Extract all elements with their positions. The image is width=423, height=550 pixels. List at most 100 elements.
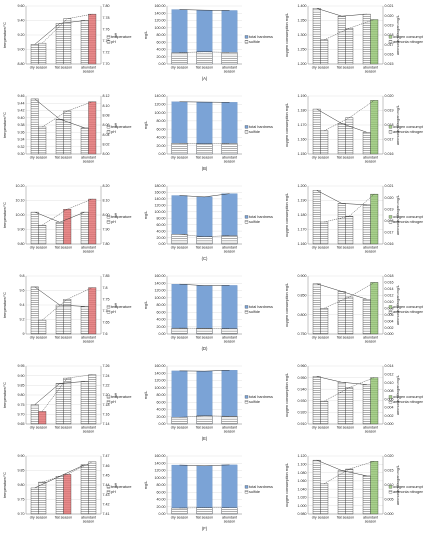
x-tick-label: season xyxy=(83,250,95,254)
x-tick-label: abundant xyxy=(363,426,378,430)
bar-pH xyxy=(88,101,97,155)
y-tick-label: 1.100 xyxy=(298,462,307,466)
line-pH xyxy=(42,13,93,44)
legend-swatch xyxy=(106,400,111,404)
legend-swatch xyxy=(106,485,111,489)
y-tick-label: 1.160 xyxy=(298,242,307,246)
x-tick-label: dry season xyxy=(312,156,330,160)
y-axis-label: temperature/°C xyxy=(3,112,7,138)
y2-tick-label: 0.000 xyxy=(385,512,394,516)
y-tick-label: 1.190 xyxy=(298,94,307,98)
bar-ammonia-nitrogen xyxy=(370,377,379,425)
panel-label: (E) xyxy=(202,436,208,441)
bar-pH xyxy=(38,224,47,245)
bar-pH xyxy=(38,42,47,65)
y-tick-label: 160.00 xyxy=(155,191,166,195)
y-tick-label: 180.00 xyxy=(155,184,166,188)
chart-b-hardness-sulfide: 0.00 20.00 40.00 60.00 80.00 100.00 120.00 140.… xyxy=(144,94,273,171)
y2-tick-label: 0.006 xyxy=(385,397,394,401)
panel-label: (B) xyxy=(202,166,208,171)
bar-ammonia-nitrogen xyxy=(345,387,354,425)
x-tick-label: dry season xyxy=(30,246,48,250)
chart-e-temperature-pH: 9.65 9.70 9.75 9.80 9.85 9.90 9.95 7.14 7.16 7.18… xyxy=(3,364,131,433)
x-tick-label: flat season xyxy=(337,516,354,520)
line-total-hardness xyxy=(179,464,230,467)
y-tick-label: 9.80 xyxy=(18,483,25,487)
bar-pH xyxy=(88,198,97,245)
y2-axis-label: pH xyxy=(114,482,118,487)
y-tick-label: 9.80 xyxy=(18,393,25,397)
y2-tick-label: 0.016 xyxy=(385,281,394,285)
y-tick-label: 9.85 xyxy=(18,384,25,388)
bar-sulfide xyxy=(221,235,238,245)
bar-pH xyxy=(63,474,72,515)
y-axis-label: oxygen consumption mg/L xyxy=(285,103,289,147)
bar-ammonia-nitrogen xyxy=(345,117,354,155)
bar-temperature xyxy=(80,211,89,245)
legend-swatch xyxy=(106,220,111,224)
x-tick-label: season xyxy=(365,250,377,254)
y2-tick-label: 7.26 xyxy=(103,364,110,368)
bar-sulfide xyxy=(221,507,238,515)
y2-tick-label: 0.016 xyxy=(385,242,394,246)
chart-a-temperature-pH: 8.80 9.00 9.20 9.40 9.60 7.70 7.72 7.74 7.76 7.78… xyxy=(3,4,131,73)
x-tick-label: season xyxy=(83,70,95,74)
y-tick-label: 9.90 xyxy=(18,374,25,378)
y2-tick-label: 7.76 xyxy=(103,27,110,31)
legend-label: sulfide xyxy=(249,40,260,44)
bar-ammonia-nitrogen xyxy=(370,282,379,335)
bar-sulfide xyxy=(196,143,213,155)
bar-ammonia-nitrogen xyxy=(370,19,379,65)
y2-tick-label: 7.85 xyxy=(103,274,110,278)
line-sulfide xyxy=(179,51,230,53)
legend-swatch xyxy=(106,125,111,129)
x-tick-label: flat season xyxy=(337,246,354,250)
legend-label: pH xyxy=(111,130,116,134)
y-tick-label: 20.00 xyxy=(157,415,166,419)
bar-temperature xyxy=(30,487,39,515)
y-tick-label: 9.90 xyxy=(18,228,25,232)
x-tick-label: flat season xyxy=(55,426,72,430)
bar-ammonia-nitrogen xyxy=(320,130,329,155)
legend-label: total hardness xyxy=(249,395,273,399)
y-tick-label: 140.00 xyxy=(155,281,166,285)
y2-tick-label: 0.002 xyxy=(385,326,394,330)
legend-swatch xyxy=(388,220,393,224)
legend-swatch xyxy=(106,395,111,399)
bar-temperature xyxy=(55,23,64,65)
line-temperature xyxy=(34,98,85,129)
bar-temperature xyxy=(80,306,89,335)
y-axis-label: temperature/°C xyxy=(3,22,7,48)
y2-tick-label: 7.74 xyxy=(103,39,110,43)
x-tick-label: flat season xyxy=(55,156,72,160)
bar-temperature xyxy=(55,222,64,245)
y-tick-label: 0.00 xyxy=(159,422,166,426)
x-tick-label: dry season xyxy=(171,156,189,160)
line-total-hardness xyxy=(179,193,230,198)
y2-axis-label: pH xyxy=(114,32,118,37)
legend-swatch xyxy=(106,130,111,134)
y2-tick-label: 7.16 xyxy=(103,413,110,417)
y2-tick-label: 0.019 xyxy=(385,207,394,211)
y2-tick-label: 8.00 xyxy=(103,213,110,217)
legend-swatch xyxy=(388,130,393,134)
y-tick-label: 1.170 xyxy=(298,123,307,127)
bar-pH xyxy=(38,319,47,335)
bar-pH xyxy=(88,287,97,335)
bar-oxygen-consumption xyxy=(312,459,321,515)
x-tick-label: season xyxy=(365,70,377,74)
bar-sulfide xyxy=(171,143,188,155)
y-tick-label: 80.00 xyxy=(157,393,166,397)
y-tick-label: 40.00 xyxy=(157,136,166,140)
x-tick-label: abundant xyxy=(363,336,378,340)
bar-total-hardness xyxy=(221,464,238,515)
line-temperature xyxy=(34,211,85,223)
bar-oxygen-consumption xyxy=(337,203,346,245)
x-tick-label: dry season xyxy=(312,426,330,430)
legend-label: sulfide xyxy=(249,400,260,404)
y-tick-label: 9.85 xyxy=(18,469,25,473)
